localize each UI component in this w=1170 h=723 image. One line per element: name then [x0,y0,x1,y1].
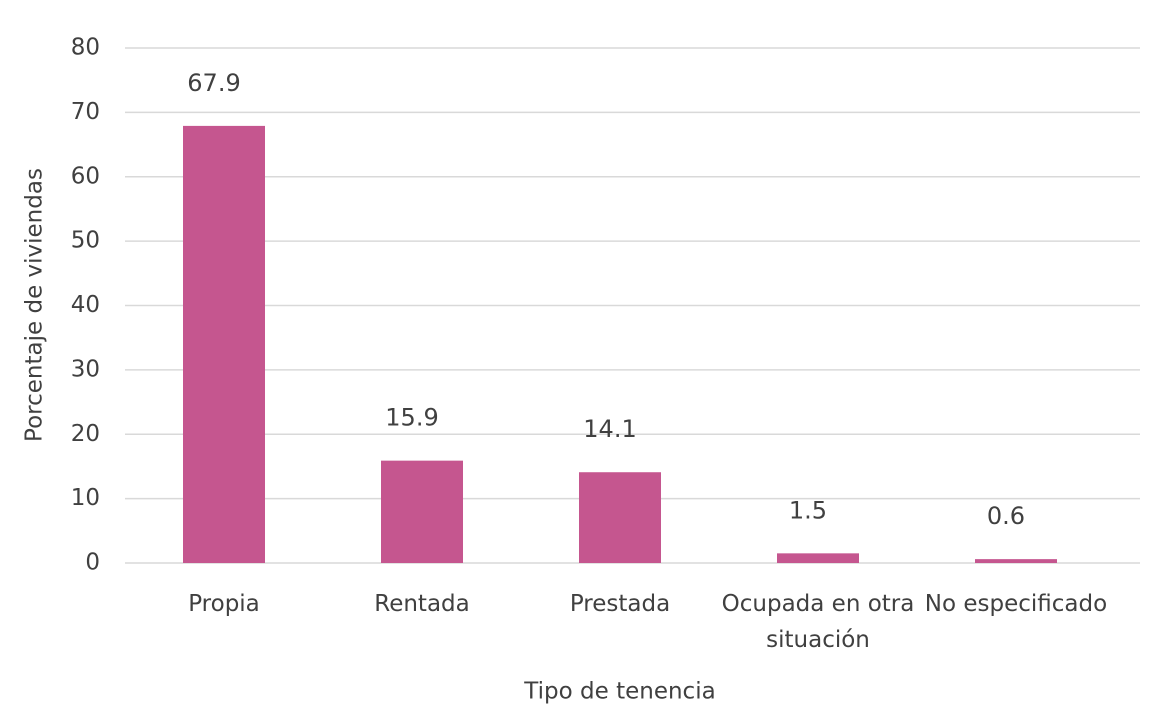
x-axis-label: Tipo de tenencia [523,679,715,705]
y-tick-label: 20 [71,421,100,447]
x-tick-label: Propia [188,591,260,617]
x-tick-label: Rentada [374,591,470,617]
data-label: 67.9 [187,69,240,97]
data-label: 0.6 [987,502,1025,530]
y-tick-label: 60 [71,163,100,189]
bar [777,553,859,563]
y-tick-label: 50 [71,228,100,254]
x-tick-label: No especificado [924,591,1108,617]
data-label: 1.5 [789,496,827,524]
x-tick-label: Prestada [569,591,671,617]
data-label: 15.9 [385,404,438,432]
y-tick-label: 70 [71,99,100,125]
x-tick-label: Ocupada en otra situación [721,591,915,653]
bar [975,559,1057,563]
y-tick-label: 30 [71,356,100,382]
bar [381,460,463,563]
y-tick-label: 80 [71,35,100,61]
data-label: 14.1 [583,415,636,443]
y-axis-label: Porcentaje de viviendas [22,168,48,442]
bar [579,472,661,563]
y-tick-label: 0 [85,550,100,576]
bar [183,125,265,564]
y-tick-label: 40 [71,292,100,318]
y-tick-label: 10 [71,485,100,511]
